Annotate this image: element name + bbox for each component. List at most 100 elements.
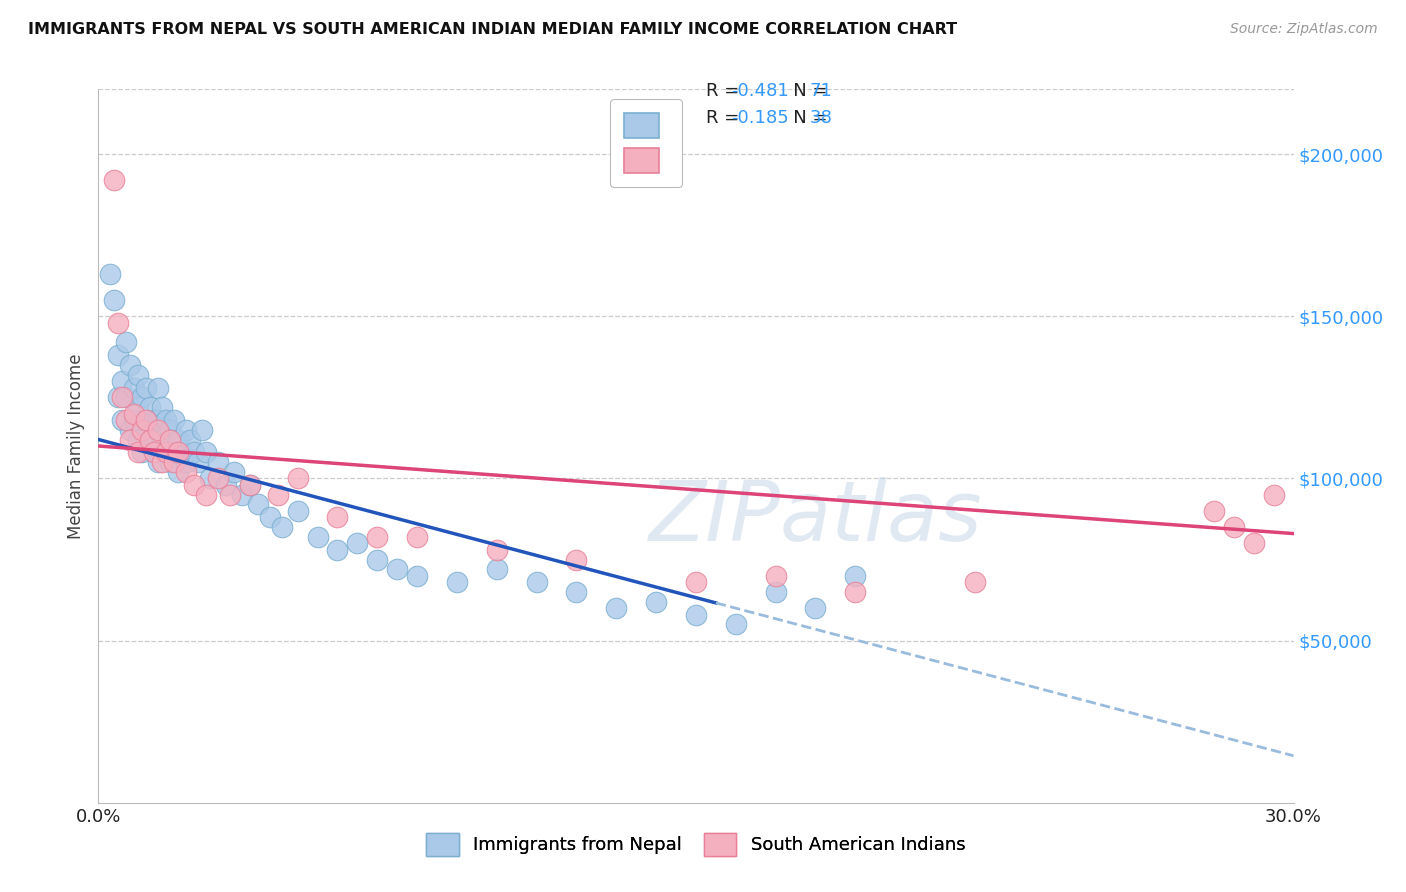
Text: 71: 71 <box>810 82 832 100</box>
Point <box>120 433 142 447</box>
Point <box>148 381 170 395</box>
Point <box>159 433 181 447</box>
Point <box>222 465 245 479</box>
Text: IMMIGRANTS FROM NEPAL VS SOUTH AMERICAN INDIAN MEDIAN FAMILY INCOME CORRELATION : IMMIGRANTS FROM NEPAL VS SOUTH AMERICAN … <box>28 22 957 37</box>
Point <box>155 445 177 459</box>
Point <box>111 390 134 404</box>
Point <box>765 568 787 582</box>
Point <box>246 497 269 511</box>
Point <box>1202 504 1225 518</box>
Point <box>107 316 129 330</box>
Point <box>107 390 129 404</box>
Point <box>565 585 588 599</box>
Point <box>215 478 238 492</box>
Point <box>1223 520 1246 534</box>
Text: N =: N = <box>776 109 834 127</box>
Point <box>183 478 205 492</box>
Point <box>765 585 787 599</box>
Point <box>148 423 170 437</box>
Point <box>270 520 292 534</box>
Point <box>98 267 122 281</box>
Point <box>163 455 186 469</box>
Point <box>111 374 134 388</box>
Point <box>685 607 707 622</box>
Legend: Immigrants from Nepal, South American Indians: Immigrants from Nepal, South American In… <box>418 824 974 865</box>
Point <box>127 433 149 447</box>
Point <box>804 601 827 615</box>
Point <box>485 562 508 576</box>
Point <box>844 585 866 599</box>
Point <box>127 445 149 459</box>
Text: ZIPatlas: ZIPatlas <box>648 477 983 558</box>
Point <box>131 445 153 459</box>
Point <box>195 488 218 502</box>
Point <box>346 536 368 550</box>
Point <box>131 390 153 404</box>
Point <box>231 488 253 502</box>
Point <box>326 510 349 524</box>
Point <box>167 445 190 459</box>
Point <box>406 530 429 544</box>
Text: -0.481: -0.481 <box>731 82 789 100</box>
Point <box>150 455 173 469</box>
Point <box>103 173 125 187</box>
Point <box>259 510 281 524</box>
Point <box>239 478 262 492</box>
Point <box>150 433 173 447</box>
Point <box>135 381 157 395</box>
Point <box>127 400 149 414</box>
Point <box>139 433 162 447</box>
Point <box>183 445 205 459</box>
Point <box>844 568 866 582</box>
Point <box>287 471 309 485</box>
Point <box>148 413 170 427</box>
Point <box>124 407 146 421</box>
Point <box>526 575 548 590</box>
Point <box>159 455 181 469</box>
Point <box>207 471 229 485</box>
Point <box>135 413 157 427</box>
Point <box>163 445 186 459</box>
Text: 38: 38 <box>810 109 832 127</box>
Point <box>174 465 197 479</box>
Y-axis label: Median Family Income: Median Family Income <box>66 353 84 539</box>
Point <box>307 530 329 544</box>
Point <box>191 423 214 437</box>
Text: Source: ZipAtlas.com: Source: ZipAtlas.com <box>1230 22 1378 37</box>
Point <box>120 358 142 372</box>
Point <box>724 617 747 632</box>
Point <box>565 552 588 566</box>
Point <box>107 348 129 362</box>
Point <box>385 562 409 576</box>
Point <box>446 575 468 590</box>
Text: R =: R = <box>706 109 745 127</box>
Point <box>143 445 166 459</box>
Point <box>103 293 125 307</box>
Text: -0.185: -0.185 <box>731 109 789 127</box>
Point <box>187 455 209 469</box>
Point <box>135 413 157 427</box>
Point <box>167 465 190 479</box>
Point <box>155 413 177 427</box>
Point <box>485 542 508 557</box>
Point <box>239 478 262 492</box>
Point <box>366 552 388 566</box>
Point <box>124 381 146 395</box>
Point <box>143 413 166 427</box>
Point <box>111 413 134 427</box>
Point <box>139 400 162 414</box>
Point <box>155 445 177 459</box>
Point <box>163 413 186 427</box>
Point <box>167 433 190 447</box>
Text: N =: N = <box>776 82 834 100</box>
Point <box>127 368 149 382</box>
Point <box>143 445 166 459</box>
Point <box>1263 488 1285 502</box>
Point <box>267 488 290 502</box>
Point <box>207 455 229 469</box>
Point <box>174 423 197 437</box>
Point <box>172 445 194 459</box>
Point <box>605 601 627 615</box>
Point <box>150 400 173 414</box>
Point <box>366 530 388 544</box>
